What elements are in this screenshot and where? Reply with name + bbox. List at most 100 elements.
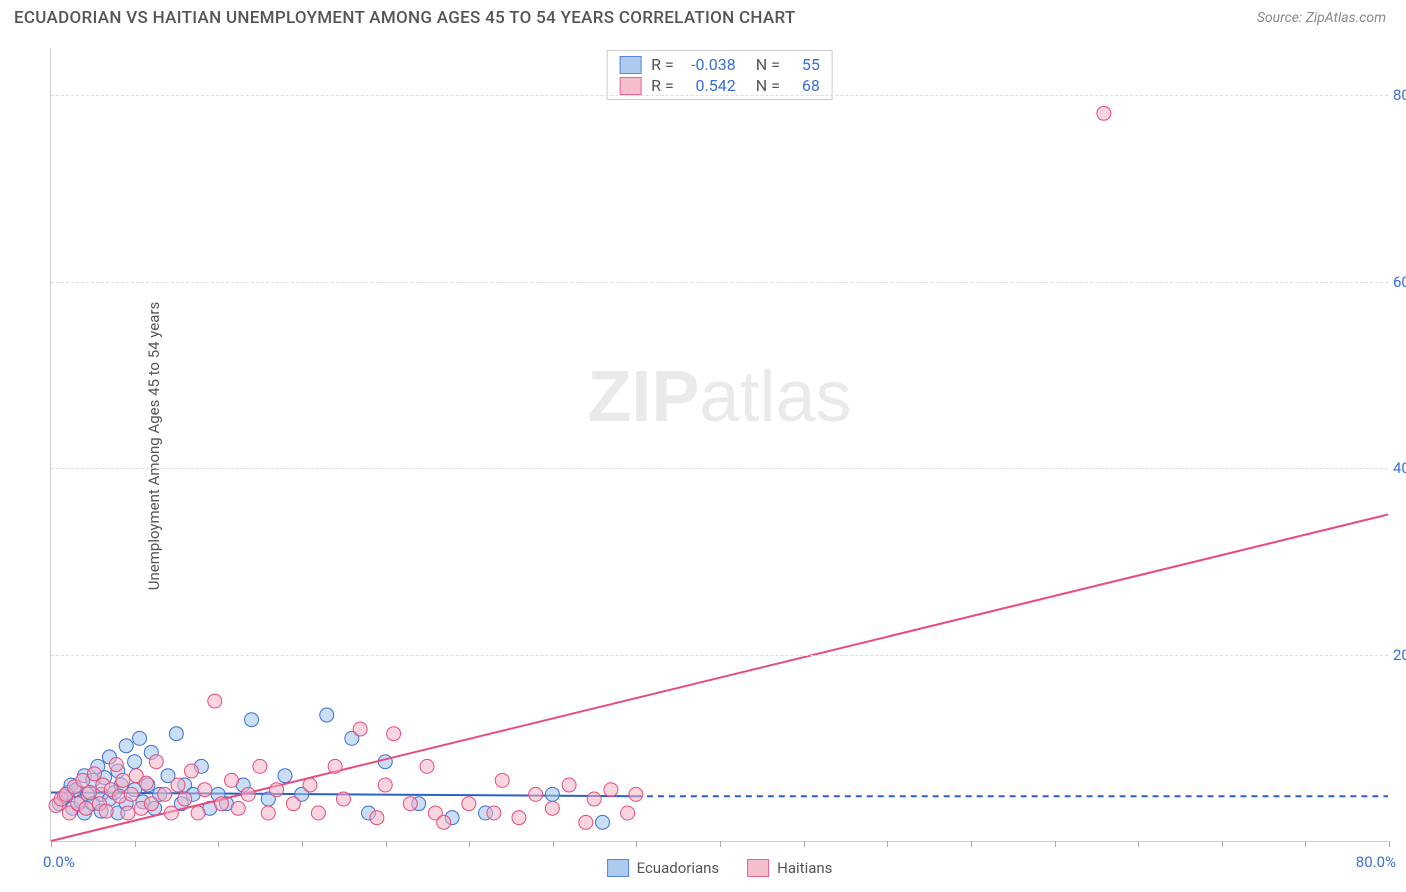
data-point: [604, 783, 618, 797]
x-tick: [1305, 841, 1306, 847]
legend-label: Ecuadorians: [637, 859, 720, 877]
n-label: N =: [756, 76, 780, 95]
x-tick: [1055, 841, 1056, 847]
n-value: 55: [790, 55, 820, 74]
data-point: [278, 769, 292, 783]
data-point: [328, 759, 342, 773]
data-point: [164, 806, 178, 820]
data-point: [225, 773, 239, 787]
data-point: [231, 801, 245, 815]
data-point: [128, 755, 142, 769]
data-point: [149, 755, 163, 769]
data-point: [403, 797, 417, 811]
data-point: [378, 755, 392, 769]
data-point: [487, 806, 501, 820]
data-point: [462, 797, 476, 811]
data-point: [171, 778, 185, 792]
data-point: [621, 806, 635, 820]
data-point: [198, 783, 212, 797]
data-point: [184, 764, 198, 778]
legend-item: Ecuadorians: [607, 859, 720, 877]
x-tick: [469, 841, 470, 847]
scatter-plot-svg: [51, 48, 1388, 841]
stats-row: R = 0.542 N = 68: [619, 75, 820, 96]
data-point: [144, 797, 158, 811]
y-tick-label: 80.0%: [1393, 86, 1406, 104]
grid-line: [51, 468, 1388, 469]
data-point: [562, 778, 576, 792]
r-value: -0.038: [684, 55, 736, 74]
legend-swatch: [747, 859, 769, 877]
data-point: [109, 758, 123, 772]
x-tick: [218, 841, 219, 847]
data-point: [261, 806, 275, 820]
grid-line: [51, 655, 1388, 656]
x-tick: [887, 841, 888, 847]
x-tick: [1389, 841, 1390, 847]
chart-source: Source: ZipAtlas.com: [1257, 10, 1386, 26]
data-point: [191, 806, 205, 820]
data-point: [158, 787, 172, 801]
data-point: [214, 797, 228, 811]
x-tick: [386, 841, 387, 847]
chart-area: ZIPatlas R =-0.038N =55R =0.542N =68 0.0…: [50, 48, 1388, 842]
series-swatch: [619, 56, 641, 74]
data-point: [303, 778, 317, 792]
data-point: [596, 815, 610, 829]
x-tick: [51, 841, 52, 847]
data-point: [286, 797, 300, 811]
data-point: [420, 759, 434, 773]
y-tick-label: 60.0%: [1393, 273, 1406, 291]
data-point: [79, 801, 93, 815]
x-tick: [720, 841, 721, 847]
chart-header: ECUADORIAN VS HAITIAN UNEMPLOYMENT AMONG…: [0, 0, 1406, 32]
x-axis-origin-label: 0.0%: [43, 853, 75, 871]
data-point: [245, 713, 259, 727]
data-point: [116, 773, 130, 787]
data-point: [587, 792, 601, 806]
data-point: [579, 815, 593, 829]
r-label: R =: [651, 76, 674, 95]
x-tick: [971, 841, 972, 847]
data-point: [178, 792, 192, 806]
stats-box: R = -0.038 N = 55R = 0.542 N = 68: [606, 50, 833, 100]
data-point: [387, 727, 401, 741]
data-point: [495, 773, 509, 787]
data-point: [253, 759, 267, 773]
n-value: 68: [790, 76, 820, 95]
data-point: [208, 694, 222, 708]
data-point: [119, 739, 133, 753]
data-point: [99, 804, 113, 818]
data-point: [353, 722, 367, 736]
grid-line: [51, 282, 1388, 283]
data-point: [378, 778, 392, 792]
data-point: [512, 811, 526, 825]
data-point: [437, 815, 451, 829]
data-point: [169, 727, 183, 741]
x-tick: [302, 841, 303, 847]
data-point: [320, 708, 334, 722]
data-point: [529, 787, 543, 801]
chart-title: ECUADORIAN VS HAITIAN UNEMPLOYMENT AMONG…: [14, 8, 796, 28]
legend-label: Haitians: [777, 859, 832, 877]
x-axis-max-label: 80.0%: [1356, 853, 1396, 871]
r-value: 0.542: [684, 76, 736, 95]
series-swatch: [619, 77, 641, 95]
y-tick-label: 20.0%: [1393, 646, 1406, 664]
data-point: [311, 806, 325, 820]
data-point: [336, 792, 350, 806]
data-point: [545, 787, 559, 801]
x-tick: [1222, 841, 1223, 847]
n-label: N =: [756, 55, 780, 74]
x-tick: [135, 841, 136, 847]
legend-swatch: [607, 859, 629, 877]
data-point: [124, 787, 138, 801]
grid-line: [51, 95, 1388, 96]
x-tick: [804, 841, 805, 847]
chart-legend: Ecuadorians Haitians: [607, 859, 833, 877]
data-point: [370, 811, 384, 825]
data-point: [82, 785, 96, 799]
x-tick: [553, 841, 554, 847]
x-tick: [636, 841, 637, 847]
y-tick-label: 40.0%: [1393, 459, 1406, 477]
